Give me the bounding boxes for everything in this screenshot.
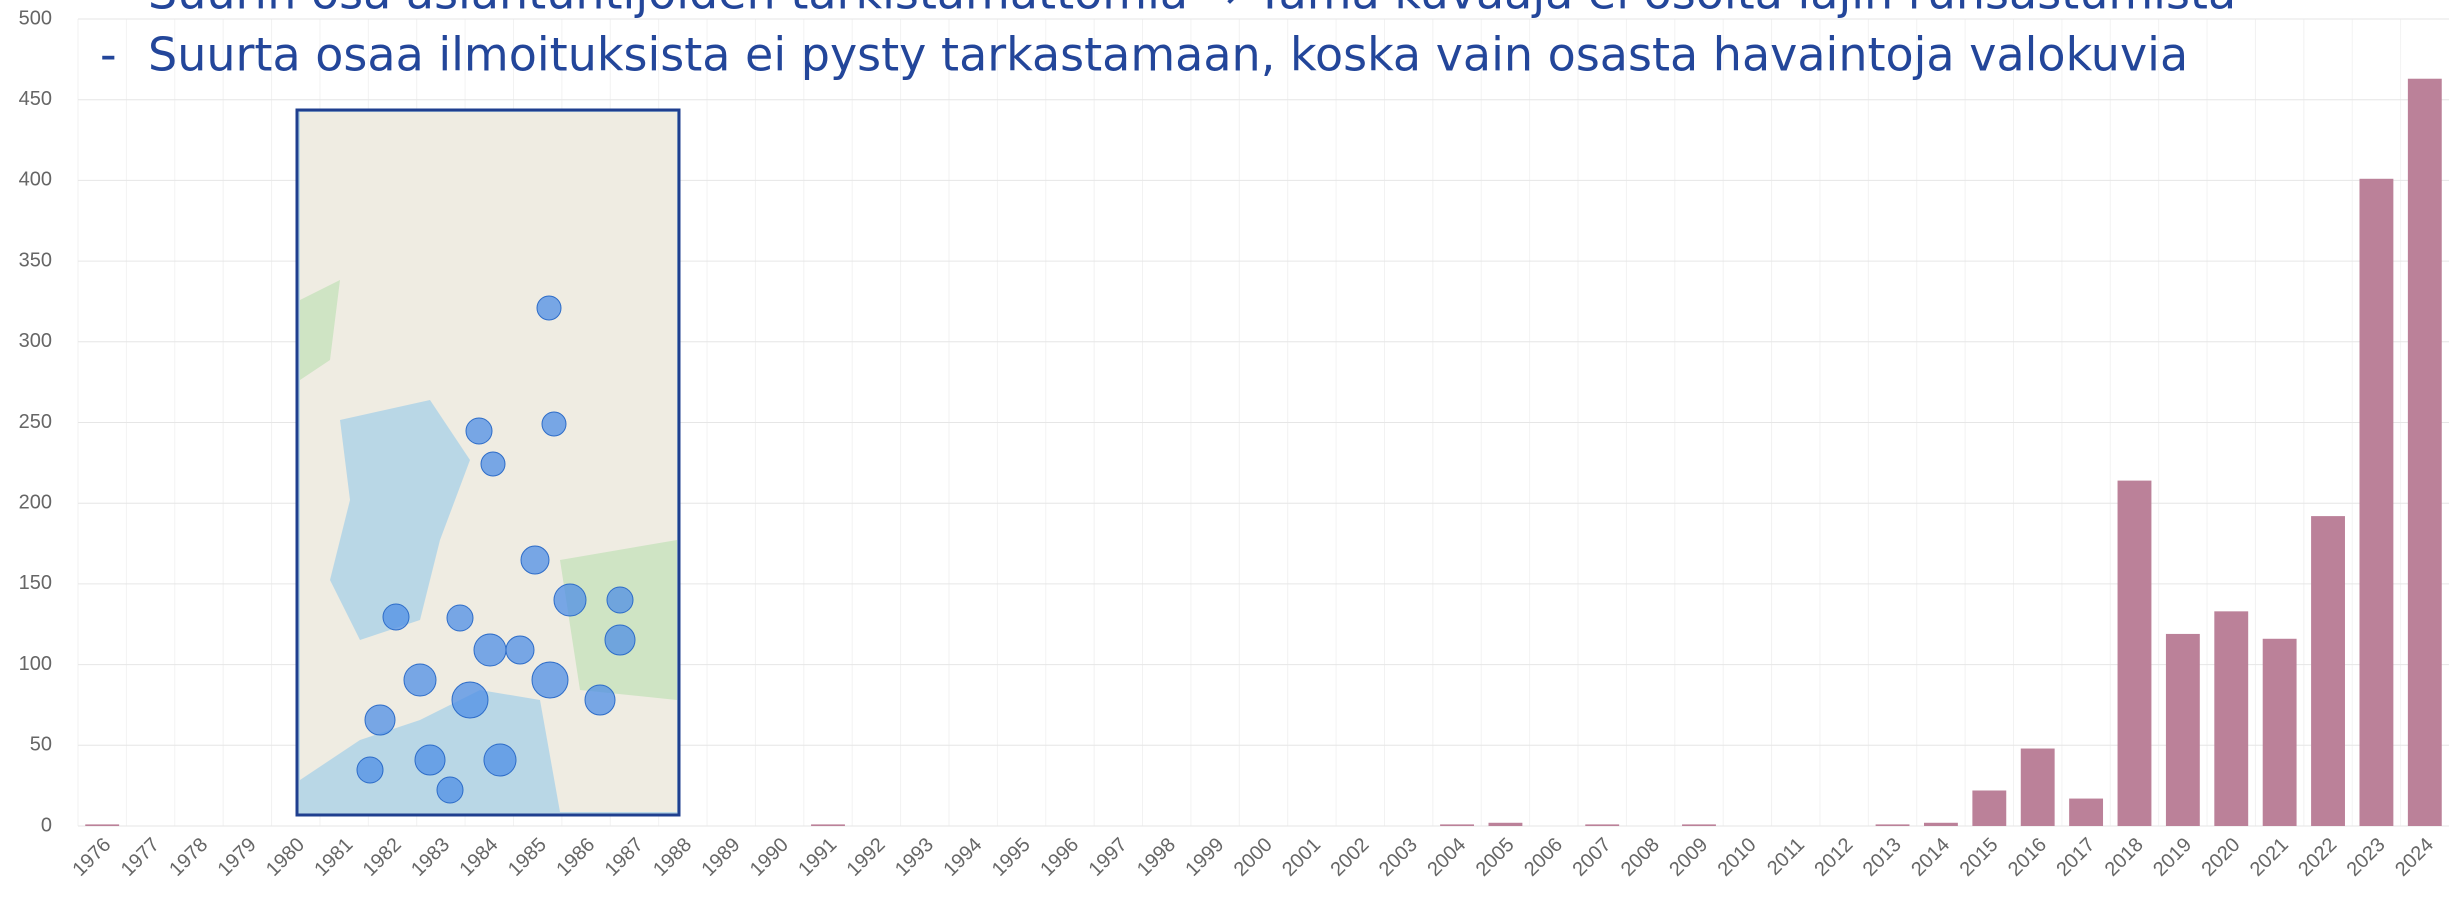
x-tick-label: 2010 [1714,834,1761,881]
x-tick-label: 1984 [456,834,503,881]
bar [1585,824,1619,826]
bar [2021,749,2055,826]
y-tick-label: 350 [19,249,52,271]
x-tick-label: 2006 [1520,834,1567,881]
x-tick-label: 1994 [939,834,986,881]
y-tick-label: 450 [19,88,52,110]
bar [2263,639,2297,826]
x-tick-label: 2009 [1665,834,1712,881]
y-tick-label: 150 [19,572,52,594]
bar [2408,79,2442,826]
bar [2311,516,2345,826]
x-tick-label: 1981 [310,834,357,881]
y-tick-label: 400 [19,169,52,191]
x-tick-label: 1997 [1085,834,1132,881]
x-tick-label: 2008 [1617,834,1664,881]
x-tick-label: 2016 [2004,834,2051,881]
bar [1876,824,1910,826]
y-tick-label: 100 [19,653,52,675]
x-tick-label: 2017 [2052,834,2099,881]
x-tick-label: 2018 [2101,834,2148,881]
bar [1489,823,1523,826]
chart: Suurin osa asiantuntijoiden tarkistamatt… [0,0,2453,907]
x-tick-label: 2007 [1568,834,1615,881]
x-tick-label: 2019 [2149,834,2196,881]
map-inset [297,110,679,815]
x-tick-label: 2000 [1230,834,1277,881]
y-tick-label: 50 [30,734,52,756]
x-tick-label: 2015 [1956,834,2003,881]
y-tick-label: 500 [19,7,52,29]
bar [2069,799,2103,826]
x-tick-label: 2013 [1859,834,1906,881]
bar [2359,179,2393,826]
x-tick-label: 1998 [1133,834,1180,881]
bar [85,824,119,826]
bar [1924,823,1958,826]
x-tick-label: 1982 [359,834,406,881]
heading: Suurin osa asiantuntijoiden tarkistamatt… [148,0,2236,20]
bar [1972,790,2006,826]
x-tick-label: 1993 [891,834,938,881]
bar [2166,634,2200,826]
x-tick-label: 2012 [1810,834,1857,881]
x-tick-label: 1976 [68,834,115,881]
x-tick-label: 1995 [988,834,1035,881]
x-tick-label: 2014 [1907,834,1954,881]
x-tick-label: 2023 [2343,834,2390,881]
bullet-marker: - [100,28,117,82]
x-tick-label: 2011 [1763,834,1809,880]
x-tick-label: 1980 [262,834,309,881]
x-tick-label: 1985 [504,834,551,881]
x-tick-label: 1978 [165,834,212,881]
bar [811,824,845,826]
x-tick-label: 1990 [746,834,793,881]
x-tick-label: 1977 [117,834,164,881]
x-tick-label: 1996 [1036,834,1083,881]
x-tick-label: 2020 [2198,834,2245,881]
x-tick-label: 2001 [1278,834,1325,881]
x-tick-label: 1999 [1181,834,1228,881]
x-tick-label: 1991 [794,834,841,881]
x-tick-label: 2021 [2246,834,2293,881]
x-tick-label: 1986 [552,834,599,881]
x-tick-label: 2005 [1472,834,1519,881]
y-tick-label: 200 [19,491,52,513]
x-tick-label: 1992 [843,834,890,881]
bar [1440,824,1474,826]
x-tick-label: 2003 [1375,834,1422,881]
x-tick-label: 1989 [697,834,744,881]
y-tick-label: 250 [19,411,52,433]
x-tick-label: 1983 [407,834,454,881]
bar [2214,611,2248,826]
x-tick-label: 2022 [2294,834,2341,881]
x-tick-label: 2024 [2391,834,2438,881]
bullet-text: Suurta osaa ilmoituksista ei pysty tarka… [148,28,2188,82]
x-tick-label: 2004 [1423,834,1470,881]
bar [2118,481,2152,826]
bar [1682,824,1716,826]
x-tick-label: 1987 [601,834,648,881]
y-tick-label: 300 [19,330,52,352]
x-tick-label: 1988 [649,834,696,881]
x-tick-label: 2002 [1327,834,1374,881]
y-tick-label: 0 [41,814,52,836]
x-tick-label: 1979 [214,834,261,881]
